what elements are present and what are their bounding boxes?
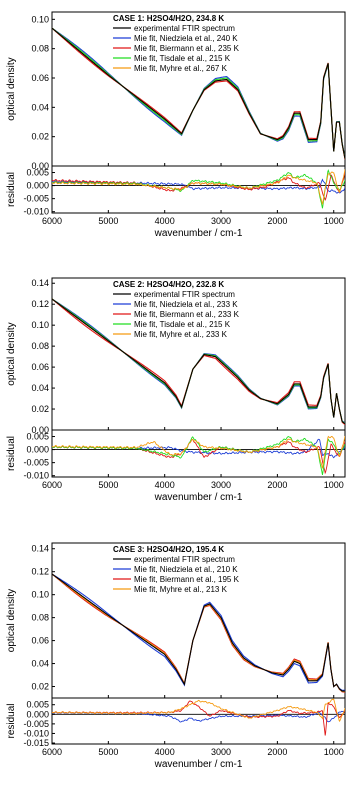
legend-entry: Mie fit, Tisdale et al., 215 K: [134, 320, 231, 329]
y-tick-label: 0.02: [31, 682, 49, 692]
legend-entry: Mie fit, Niedziela et al., 210 K: [134, 565, 238, 574]
x-tick-label: 2000: [267, 216, 287, 226]
y-tick-label: 0.12: [31, 299, 49, 309]
x-tick-label: 3000: [211, 216, 231, 226]
legend-entry: experimental FTIR spectrum: [134, 555, 235, 564]
legend-entry: Mie fit, Niedziela et al., 240 K: [134, 34, 238, 43]
y-tick-label: 0.14: [31, 544, 49, 554]
y-tick-label: 0.14: [31, 278, 49, 288]
residual-plot-frame: [51, 697, 346, 745]
x-tick-label: 3000: [211, 747, 231, 757]
legend-entry: experimental FTIR spectrum: [134, 24, 235, 33]
x-tick-label: 1000: [324, 747, 344, 757]
residual-axis-label: residual: [6, 172, 17, 207]
residual-series-line: [52, 169, 345, 205]
legend-entry: Mie fit, Myhre et al., 267 K: [134, 64, 228, 73]
spectrum-series-line: [52, 27, 345, 159]
spectrum-series-line: [52, 298, 345, 425]
legend-entry: Mie fit, Myhre et al., 233 K: [134, 330, 228, 339]
residual-axis-label: residual: [6, 703, 17, 738]
y-tick-label: 0.08: [31, 341, 49, 351]
y-tick-label: 0.08: [31, 44, 49, 54]
chart-panel-2: 0.00 0.02 0.04 0.06 0.08 0.10 0.12 0.14 0.005 0.0…: [6, 277, 346, 503]
residual-tick-label: 0.000: [26, 445, 49, 455]
y-tick-label: 0.10: [31, 14, 49, 24]
residual-tick-label: 0.000: [26, 181, 49, 191]
legend-entry: Mie fit, Biermann et al., 233 K: [134, 310, 240, 319]
x-tick-label: 5000: [98, 216, 118, 226]
legend-entry: Mie fit, Biermann et al., 235 K: [134, 44, 240, 53]
x-tick-label: 2000: [267, 747, 287, 757]
x-tick-label: 1000: [324, 480, 344, 490]
x-tick-label: 6000: [42, 480, 62, 490]
y-tick-label: 0.04: [31, 383, 49, 393]
x-tick-label: 4000: [155, 216, 175, 226]
residual-tick-label: -0.010: [23, 471, 49, 481]
legend-entry: Mie fit, Biermann et al., 195 K: [134, 575, 240, 584]
x-axis-label: wavenumber / cm-1: [154, 492, 243, 503]
residual-tick-label: 0.000: [26, 709, 49, 719]
y-tick-label: 0.02: [31, 132, 49, 142]
residual-tick-label: -0.010: [23, 207, 49, 217]
legend-entry: Mie fit, Myhre et al., 213 K: [134, 585, 228, 594]
residual-plot-frame: [51, 165, 346, 214]
residual-tick-label: -0.010: [23, 728, 49, 738]
y-axis-label: optical density: [6, 322, 17, 385]
legend-entry: experimental FTIR spectrum: [134, 290, 235, 299]
residual-tick-label: -0.005: [23, 458, 49, 468]
y-tick-label: 0.10: [31, 590, 49, 600]
x-tick-label: 4000: [155, 480, 175, 490]
y-tick-label: 0.04: [31, 102, 49, 112]
x-tick-label: 6000: [42, 747, 62, 757]
x-tick-label: 1000: [324, 216, 344, 226]
y-tick-label: 0.06: [31, 73, 49, 83]
residual-series-line: [52, 709, 345, 723]
chart-title: CASE 2: H2SO4/H2O, 232.8 K: [113, 280, 224, 289]
y-tick-label: 0.02: [31, 404, 49, 414]
y-tick-label: 0.08: [31, 613, 49, 623]
y-tick-label: 0.06: [31, 362, 49, 372]
residual-tick-label: 0.005: [26, 700, 49, 710]
x-axis-label: wavenumber / cm-1: [154, 759, 243, 770]
y-tick-label: 0.04: [31, 659, 49, 669]
residual-series-line: [52, 435, 345, 469]
x-tick-label: 5000: [98, 480, 118, 490]
x-tick-label: 2000: [267, 480, 287, 490]
residual-series-line: [52, 169, 345, 209]
y-tick-label: 0.00: [31, 161, 49, 171]
y-axis-label: optical density: [6, 57, 17, 120]
x-axis-label: wavenumber / cm-1: [154, 228, 243, 239]
x-tick-label: 4000: [155, 747, 175, 757]
residual-tick-label: 0.005: [26, 168, 49, 178]
chart-panel-1: 0.00 0.02 0.04 0.06 0.08 0.10 0.005 0.000 -0.005…: [6, 11, 346, 239]
legend-entry: Mie fit, Niedziela et al., 233 K: [134, 300, 238, 309]
residual-series-line: [52, 698, 345, 723]
y-tick-label: 0.00: [31, 425, 49, 435]
x-tick-label: 6000: [42, 216, 62, 226]
residual-tick-label: -0.005: [23, 719, 49, 729]
residual-axis-label: residual: [6, 436, 17, 471]
chart-title: CASE 3: H2SO4/H2O, 195.4 K: [113, 545, 224, 554]
residual-series-line: [52, 700, 345, 736]
residual-tick-label: -0.015: [23, 738, 49, 748]
residual-plot-frame: [51, 429, 346, 478]
chart-panel-3: 0.020.040.060.080.100.120.140.0050.000-0…: [6, 542, 346, 770]
residual-tick-label: -0.005: [23, 194, 49, 204]
legend-entry: Mie fit, Tisdale et al., 215 K: [134, 54, 231, 63]
x-tick-label: 3000: [211, 480, 231, 490]
residual-tick-label: 0.005: [26, 432, 49, 442]
y-tick-label: 0.10: [31, 320, 49, 330]
spectrum-series-line: [52, 573, 345, 692]
y-tick-label: 0.06: [31, 636, 49, 646]
y-axis-label: optical density: [6, 589, 17, 652]
y-tick-label: 0.12: [31, 567, 49, 577]
x-tick-label: 5000: [98, 747, 118, 757]
chart-title: CASE 1: H2SO4/H2O, 234.8 K: [113, 14, 224, 23]
